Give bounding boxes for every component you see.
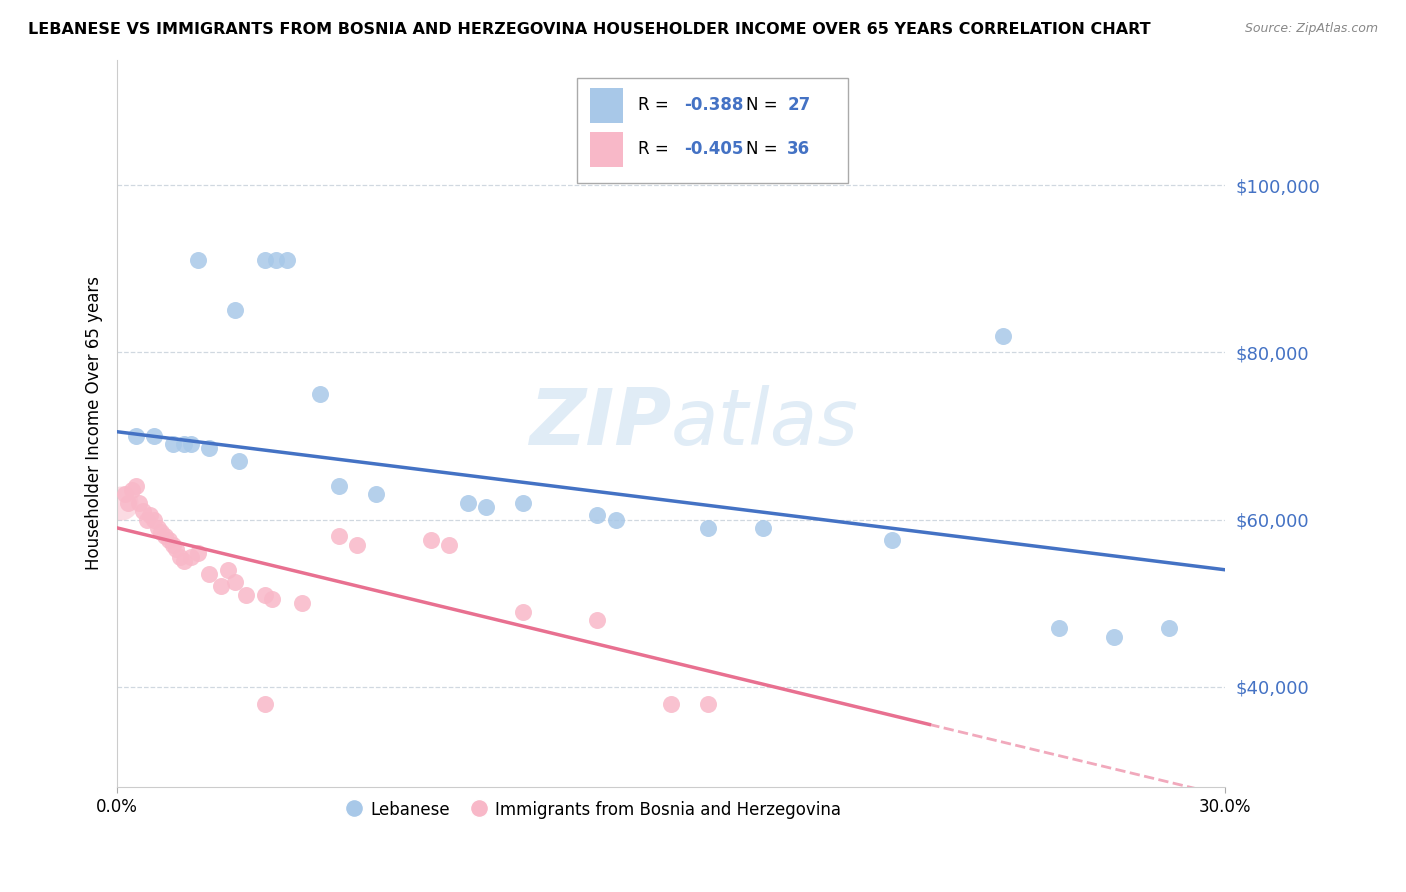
Point: [696, 521, 718, 535]
Point: [224, 575, 246, 590]
Text: LEBANESE VS IMMIGRANTS FROM BOSNIA AND HERZEGOVINA HOUSEHOLDER INCOME OVER 65 YE: LEBANESE VS IMMIGRANTS FROM BOSNIA AND H…: [28, 22, 1150, 37]
Bar: [591, 132, 623, 167]
Point: [124, 429, 146, 443]
Point: [117, 496, 139, 510]
Point: [346, 538, 368, 552]
Point: [146, 521, 169, 535]
Point: [224, 303, 246, 318]
Y-axis label: Householder Income Over 65 years: Householder Income Over 65 years: [86, 277, 103, 570]
Point: [165, 541, 187, 556]
Point: [157, 533, 180, 548]
Point: [276, 253, 298, 268]
Point: [1159, 621, 1181, 635]
Text: ZIP: ZIP: [529, 385, 671, 461]
Point: [752, 521, 775, 535]
Text: R =: R =: [638, 96, 673, 114]
Point: [217, 563, 239, 577]
Point: [328, 529, 350, 543]
Point: [173, 554, 195, 568]
Point: [187, 253, 209, 268]
Point: [475, 500, 498, 514]
Legend: Lebanese, Immigrants from Bosnia and Herzegovina: Lebanese, Immigrants from Bosnia and Her…: [339, 795, 848, 826]
Point: [512, 605, 534, 619]
Point: [228, 454, 250, 468]
Point: [128, 496, 150, 510]
Point: [198, 566, 221, 581]
Point: [457, 496, 479, 510]
Point: [659, 697, 682, 711]
Point: [696, 697, 718, 711]
Point: [586, 508, 609, 523]
Point: [309, 387, 332, 401]
FancyBboxPatch shape: [576, 78, 848, 183]
Point: [124, 479, 146, 493]
Point: [264, 253, 287, 268]
Point: [114, 487, 136, 501]
Point: [153, 529, 176, 543]
Point: [135, 512, 157, 526]
Point: [253, 697, 276, 711]
Point: [439, 538, 461, 552]
Text: 36: 36: [787, 140, 810, 158]
Point: [143, 429, 166, 443]
Point: [209, 579, 232, 593]
Text: R =: R =: [638, 140, 673, 158]
Point: [1047, 621, 1070, 635]
Point: [605, 512, 627, 526]
Point: [253, 588, 276, 602]
Text: atlas: atlas: [671, 385, 859, 461]
Point: [143, 512, 166, 526]
Point: [420, 533, 443, 548]
Point: [150, 525, 173, 540]
Point: [586, 613, 609, 627]
Point: [512, 496, 534, 510]
Point: [253, 253, 276, 268]
Point: [364, 487, 387, 501]
Text: Source: ZipAtlas.com: Source: ZipAtlas.com: [1244, 22, 1378, 36]
Point: [139, 508, 162, 523]
Text: N =: N =: [747, 140, 783, 158]
Point: [1102, 630, 1125, 644]
Point: [198, 442, 221, 456]
Point: [169, 550, 191, 565]
Text: -0.405: -0.405: [685, 140, 744, 158]
Point: [291, 596, 314, 610]
Text: -0.388: -0.388: [685, 96, 744, 114]
Point: [162, 437, 184, 451]
Point: [162, 538, 184, 552]
Text: 27: 27: [787, 96, 810, 114]
Point: [262, 592, 284, 607]
Point: [121, 483, 143, 498]
Point: [110, 496, 132, 510]
Point: [328, 479, 350, 493]
Point: [187, 546, 209, 560]
Point: [132, 504, 155, 518]
Point: [882, 533, 904, 548]
Point: [993, 328, 1015, 343]
Point: [180, 437, 202, 451]
Point: [180, 550, 202, 565]
Text: N =: N =: [747, 96, 783, 114]
Bar: [591, 88, 623, 123]
Point: [235, 588, 257, 602]
Point: [173, 437, 195, 451]
